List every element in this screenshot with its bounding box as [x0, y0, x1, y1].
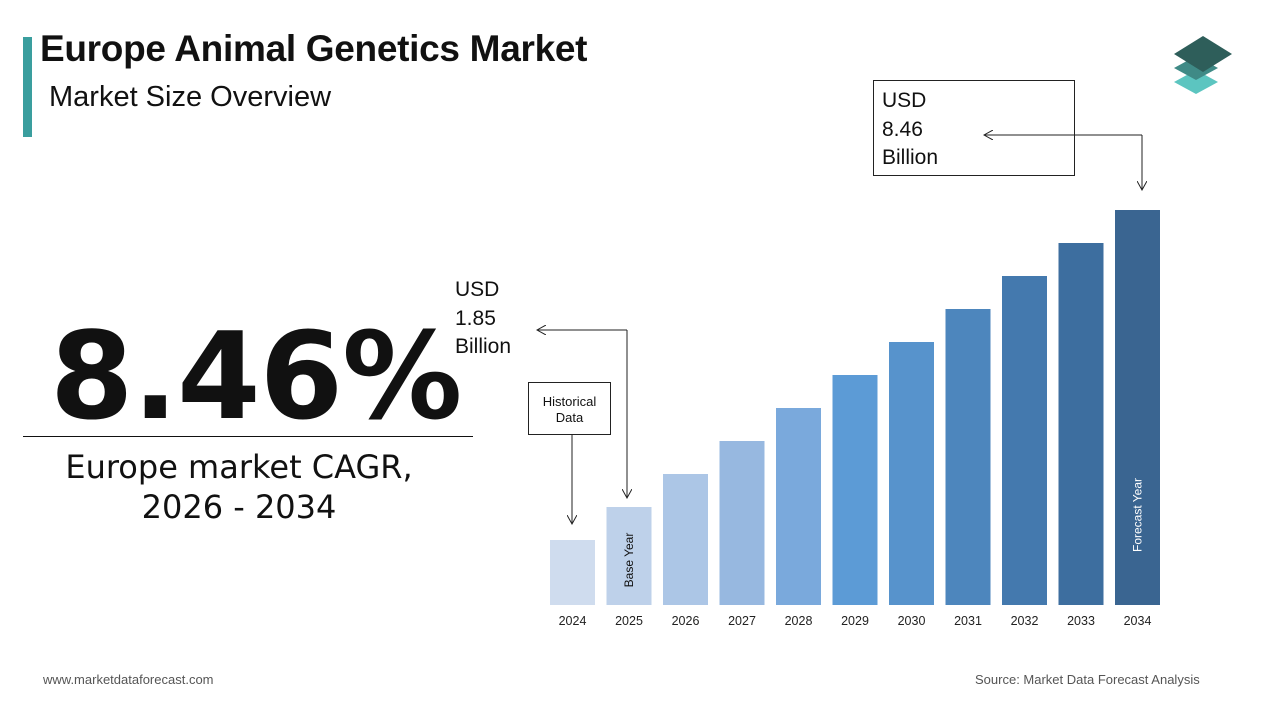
- footer-source: Source: Market Data Forecast Analysis: [975, 672, 1200, 687]
- cagr-divider: [23, 436, 473, 437]
- title-accent-bar: [23, 37, 32, 137]
- x-tick-label-2030: 2030: [898, 614, 926, 628]
- logo-layer-bottom: [1174, 70, 1218, 94]
- brand-logo-icon: [1174, 36, 1232, 94]
- chart-bars: [550, 210, 1160, 605]
- bar-2031: [945, 309, 991, 605]
- x-tick-label-2031: 2031: [954, 614, 982, 628]
- cagr-label-line-1: Europe market CAGR,: [65, 448, 413, 486]
- bar-2028: [776, 408, 821, 605]
- historical-line-2: Data: [555, 410, 584, 425]
- bar-2033: [1058, 243, 1104, 605]
- base-value-number: 1.85: [455, 306, 496, 330]
- page-title: Europe Animal Genetics Market: [40, 28, 588, 69]
- end-value-callout: USD 8.46 Billion: [873, 80, 1075, 176]
- bar-annotation-2025: Base Year: [622, 533, 636, 588]
- base-value-unit: Billion: [455, 335, 512, 358]
- x-tick-label-2024: 2024: [559, 614, 587, 628]
- chart-x-tick-labels: 2024 2025 2026 2027 2028 2029 2030 2031 2032 2033…: [559, 614, 1152, 628]
- bar-2034: [1115, 210, 1160, 605]
- bar-2025: [606, 507, 652, 605]
- x-tick-label-2034: 2034: [1124, 614, 1152, 628]
- x-tick-label-2026: 2026: [672, 614, 700, 628]
- x-tick-label-2029: 2029: [841, 614, 869, 628]
- bar-2032: [1002, 276, 1047, 605]
- bar-2026: [663, 474, 708, 605]
- logo-layer-top: [1174, 36, 1232, 72]
- end-value-currency: USD: [882, 89, 927, 112]
- end-value-number: 8.46: [882, 117, 923, 141]
- page-subtitle: Market Size Overview: [49, 81, 332, 113]
- bar-2027: [719, 441, 765, 605]
- x-tick-label-2032: 2032: [1011, 614, 1039, 628]
- bar-2029: [832, 375, 878, 605]
- historical-line-1: Historical: [542, 394, 597, 409]
- base-value-callout: USD 1.85 Billion: [455, 276, 511, 362]
- end-value-unit: Billion: [882, 146, 939, 169]
- historical-data-callout: Historical Data: [528, 382, 611, 435]
- footer-website-link[interactable]: www.marketdataforecast.com: [43, 672, 214, 687]
- x-tick-label-2025: 2025: [615, 614, 643, 628]
- x-tick-label-2027: 2027: [728, 614, 756, 628]
- chart-bar-annotations: Base Year Forecast Year: [622, 478, 1145, 587]
- bar-annotation-2034: Forecast Year: [1131, 478, 1145, 552]
- base-value-currency: USD: [455, 278, 500, 301]
- bar-2030: [889, 342, 934, 605]
- bar-2024: [550, 540, 595, 605]
- cagr-value: 8.46%: [50, 308, 462, 447]
- x-tick-label-2028: 2028: [785, 614, 813, 628]
- cagr-label-line-2: 2026 - 2034: [141, 488, 337, 526]
- cagr-label: Europe market CAGR, 2026 - 2034: [23, 447, 455, 527]
- x-tick-label-2033: 2033: [1067, 614, 1095, 628]
